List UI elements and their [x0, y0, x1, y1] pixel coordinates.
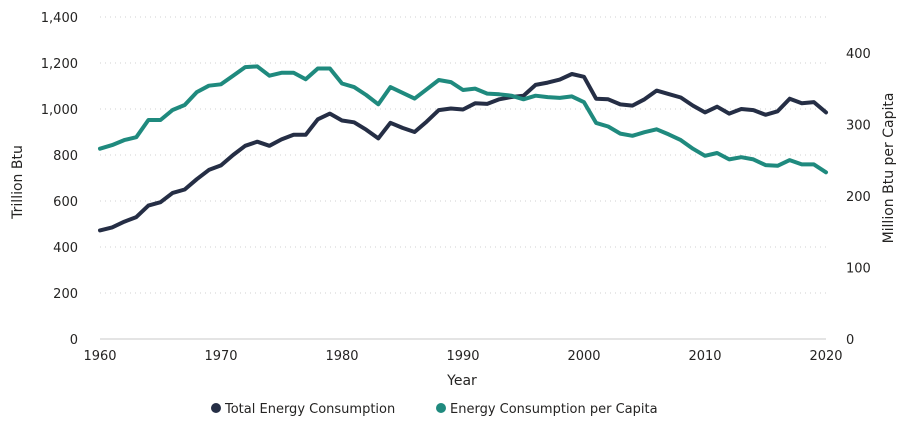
y-right-tick-label: 100 [846, 261, 871, 276]
series-line-total-energy [98, 72, 828, 233]
y-left-tick-label: 600 [53, 195, 78, 210]
x-tick-label: 1990 [446, 349, 479, 364]
x-tick-label: 1970 [204, 349, 237, 364]
series-line-per-capita [98, 64, 828, 175]
y-right-tick-label: 0 [846, 333, 854, 348]
y-left-tick-label: 200 [53, 287, 78, 302]
x-tick-label: 2000 [567, 349, 600, 364]
y-left-tick-label: 1,200 [41, 57, 78, 72]
x-tick-label: 2020 [809, 349, 842, 364]
left-y-axis-title: Trillion Btu [10, 145, 26, 220]
x-axis-ticks: 1960 1970 1980 1990 2000 2010 2020 [83, 349, 842, 364]
y-left-tick-label: 800 [53, 149, 78, 164]
legend-marker-per-capita [436, 403, 446, 413]
y-left-tick-label: 400 [53, 241, 78, 256]
x-tick-label: 1960 [83, 349, 116, 364]
legend: Total Energy Consumption Energy Consumpt… [211, 402, 658, 417]
legend-label-total: Total Energy Consumption [224, 402, 395, 417]
series-lines [98, 64, 828, 233]
x-tick-label: 2010 [688, 349, 721, 364]
y-right-tick-label: 300 [846, 118, 871, 133]
right-y-axis-title: Million Btu per Capita [881, 93, 897, 244]
y-left-tick-label: 1,400 [41, 11, 78, 26]
left-y-axis-ticks: 0 200 400 600 800 1,000 1,200 1,400 [41, 11, 78, 348]
x-tick-label: 1980 [325, 349, 358, 364]
y-left-tick-label: 1,000 [41, 103, 78, 118]
legend-label-per-capita: Energy Consumption per Capita [450, 402, 658, 417]
legend-marker-total [211, 403, 221, 413]
x-axis-title: Year [446, 373, 477, 389]
y-right-tick-label: 200 [846, 190, 871, 205]
right-y-axis-ticks: 0 100 200 300 400 [846, 47, 871, 348]
y-left-tick-label: 0 [70, 333, 78, 348]
y-right-tick-label: 400 [846, 47, 871, 62]
